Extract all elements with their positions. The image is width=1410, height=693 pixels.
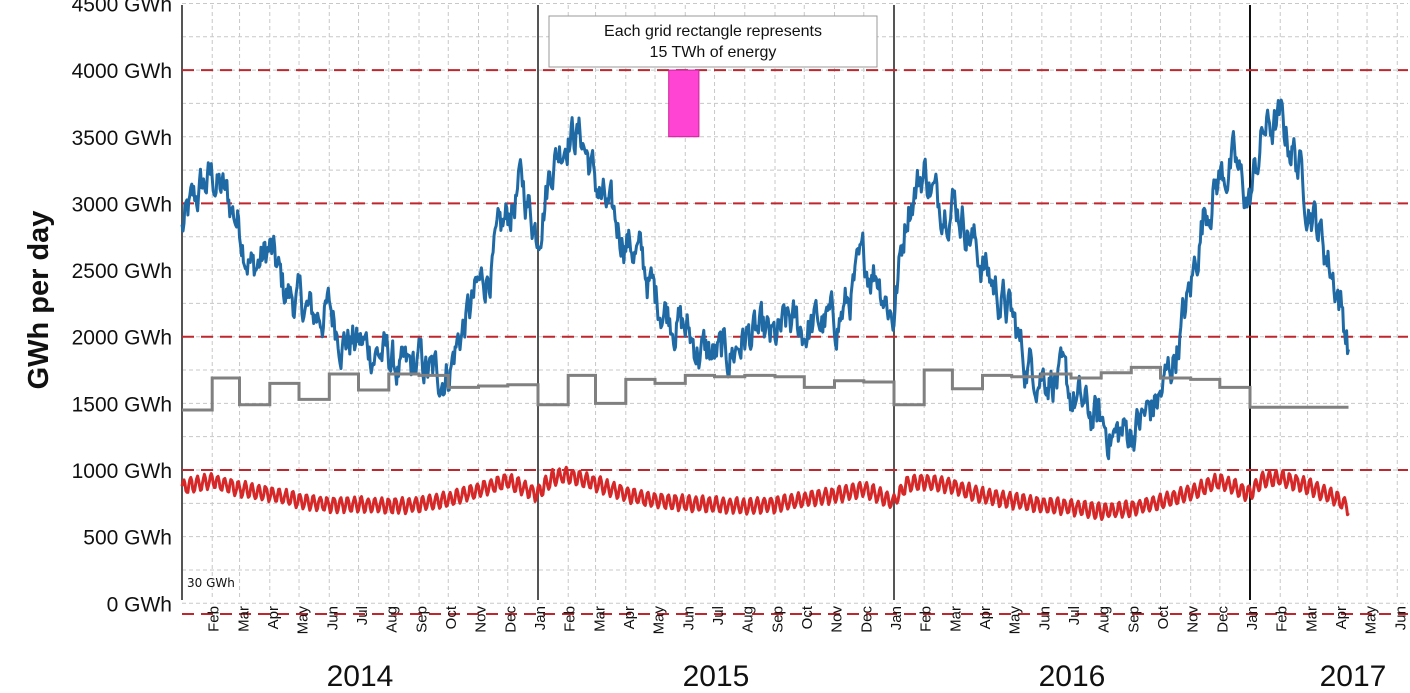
reference-lines (182, 69, 1408, 615)
x-month-label: Apr (1333, 606, 1350, 629)
x-month-label: Feb (1274, 606, 1291, 632)
floor-label: 30 GWh (187, 576, 235, 590)
annotation-layer: Each grid rectangle represents 15 TWh of… (548, 15, 878, 138)
y-tick-label: 3500 GWh (72, 127, 172, 150)
x-month-label: Mar (1303, 606, 1320, 632)
year-label: 2016 (1039, 660, 1106, 693)
x-month-label: Jan (888, 606, 905, 630)
x-month-label: Dec (1214, 606, 1231, 633)
x-month-label: Feb (562, 606, 579, 632)
x-month-label: May (1363, 606, 1380, 635)
x-month-label: Sep (413, 606, 430, 633)
x-month-label: Feb (918, 606, 935, 632)
series-line-blue (180, 98, 1350, 461)
x-month-label: Dec (858, 606, 875, 633)
y-tick-label: 0 GWh (107, 593, 172, 616)
x-month-label: Nov (829, 606, 846, 633)
y-axis: 0 GWh 500 GWh 1000 GWh 1500 GWh 2000 GWh 2500… (72, 0, 172, 616)
x-month-label: Apr (621, 606, 638, 629)
series-line-gray (182, 365, 1349, 412)
x-month-label: Aug (384, 606, 401, 633)
annotation-line-2: 15 TWh of energy (650, 44, 777, 61)
x-month-label: Jun (1036, 606, 1053, 630)
x-month-label: Jun (680, 606, 697, 630)
x-month-label: Jul (710, 606, 727, 625)
x-month-label: Sep (1125, 606, 1142, 633)
x-axis: Feb Mar Apr May Jun Jul Aug Sep Oct Nov Dec Jan Feb M… (206, 605, 1410, 693)
x-month-label: Aug (740, 606, 757, 633)
x-month-label: Feb (206, 606, 223, 632)
x-month-label: May (295, 606, 312, 635)
y-tick-label: 4500 GWh (72, 0, 172, 16)
annotation-box (548, 15, 878, 68)
x-month-label: Jun (324, 606, 341, 630)
x-month-label: Sep (769, 606, 786, 633)
x-month-label: May (1007, 606, 1024, 635)
y-tick-label: 3000 GWh (72, 193, 172, 216)
series-line-red (180, 465, 1350, 521)
y-tick-label: 2000 GWh (72, 327, 172, 350)
x-month-label: Jul (1066, 606, 1083, 625)
series-layer (180, 98, 1350, 521)
y-tick-label: 1500 GWh (72, 393, 172, 416)
x-month-label: Jan (532, 606, 549, 630)
x-month-label: Apr (265, 606, 282, 629)
y-tick-label: 1000 GWh (72, 460, 172, 483)
y-tick-label: 500 GWh (83, 527, 172, 550)
x-month-label: Nov (473, 606, 490, 633)
y-axis-title: GWh per day (23, 211, 55, 390)
x-month-label: May (651, 606, 668, 635)
x-month-label: Oct (1155, 605, 1172, 629)
year-label: 2017 (1320, 660, 1387, 693)
x-month-label: Mar (947, 606, 964, 632)
x-month-label: Oct (443, 605, 460, 629)
x-month-label: Oct (799, 605, 816, 629)
x-month-label: Nov (1185, 606, 1202, 633)
x-month-label: Jul (354, 606, 371, 625)
annotation-line-1: Each grid rectangle represents (604, 23, 822, 40)
energy-scale-rectangle (668, 69, 700, 138)
year-label: 2014 (327, 660, 394, 693)
y-tick-label: 2500 GWh (72, 260, 172, 283)
x-month-label: Apr (977, 606, 994, 629)
y-tick-label: 4000 GWh (72, 60, 172, 83)
x-month-label: Jun (1392, 606, 1409, 630)
x-month-label: Aug (1096, 606, 1113, 633)
x-month-label: Mar (235, 606, 252, 632)
x-month-label: Jan (1244, 606, 1261, 630)
year-label: 2015 (683, 660, 750, 693)
x-month-label: Mar (591, 606, 608, 632)
x-month-label: Dec (502, 606, 519, 633)
